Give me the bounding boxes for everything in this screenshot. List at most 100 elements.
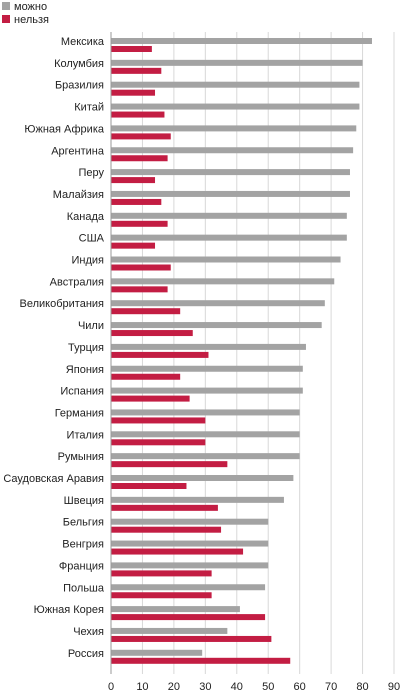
category-label-23: Бельгия [63, 517, 104, 529]
bar-mozhno-28 [111, 627, 228, 634]
category-labels: Мексика Колумбия Бразилия Китай Южная Африка… [3, 36, 105, 660]
category-label-27: Южная Корея [34, 604, 104, 616]
bar-nelzya-21 [111, 483, 187, 489]
bar-nelzya-28 [111, 635, 272, 642]
legend-swatch-2 [2, 15, 10, 23]
bar-nelzya-20 [111, 461, 228, 468]
category-label-9: Канада [67, 211, 105, 223]
bar-mozhno-16 [111, 365, 303, 372]
bars [111, 38, 372, 664]
category-label-2: Колумбия [54, 58, 104, 70]
bar-mozhno-29 [111, 649, 203, 656]
bar-mozhno-14 [111, 322, 322, 329]
bar-mozhno-4 [111, 103, 360, 110]
bar-nelzya-26 [111, 592, 212, 599]
x-tick-label-50: 50 [262, 681, 274, 693]
x-axis: 0 10 20 30 40 50 60 70 80 90 [108, 32, 400, 693]
x-tick-label-80: 80 [356, 681, 368, 693]
legend-swatch-1 [2, 2, 10, 10]
gridlines [141, 32, 395, 674]
category-label-25: Франция [59, 560, 104, 572]
bar-mozhno-20 [111, 453, 300, 460]
bar-nelzya-22 [111, 504, 218, 511]
category-label-29: Россия [68, 648, 104, 660]
legend-label-1: можно [14, 1, 47, 13]
category-label-24: Венгрия [62, 539, 104, 551]
category-label-22: Швеция [64, 495, 104, 507]
bar-mozhno-26 [111, 584, 266, 591]
bar-nelzya-6 [111, 155, 168, 162]
bar-nelzya-19 [111, 439, 206, 446]
bar-nelzya-9 [111, 220, 168, 227]
bar-mozhno-12 [111, 278, 335, 285]
category-label-19: Италия [67, 429, 105, 441]
category-label-18: Германия [55, 407, 104, 419]
bar-mozhno-15 [111, 343, 306, 350]
bar-nelzya-23 [111, 526, 222, 533]
x-tick-label-10: 10 [136, 681, 148, 693]
bar-mozhno-6 [111, 147, 354, 154]
category-label-5: Южная Африка [24, 123, 105, 135]
bar-mozhno-3 [111, 81, 360, 88]
bar-mozhno-7 [111, 169, 350, 176]
bar-mozhno-2 [111, 59, 363, 66]
bar-nelzya-3 [111, 89, 156, 96]
bar-mozhno-17 [111, 387, 303, 394]
bar-mozhno-21 [111, 475, 294, 481]
bar-nelzya-1 [111, 46, 152, 52]
category-label-13: Великобритания [20, 298, 105, 310]
bar-nelzya-13 [111, 308, 181, 315]
bar-mozhno-22 [111, 496, 284, 503]
bar-nelzya-25 [111, 570, 212, 577]
bar-nelzya-11 [111, 264, 171, 271]
bar-nelzya-2 [111, 67, 162, 74]
category-label-1: Мексика [61, 36, 105, 48]
category-label-21: Саудовская Аравия [3, 473, 104, 485]
bar-nelzya-14 [111, 330, 193, 337]
category-label-14: Чили [78, 320, 104, 332]
category-label-12: Австралия [50, 276, 104, 288]
category-label-10: США [79, 233, 105, 245]
bar-nelzya-16 [111, 373, 181, 380]
bar-mozhno-19 [111, 431, 300, 438]
bar-mozhno-25 [111, 562, 269, 569]
bar-mozhno-11 [111, 256, 341, 263]
bar-mozhno-23 [111, 518, 269, 525]
bar-nelzya-24 [111, 548, 244, 555]
legend-label-2: нельзя [14, 14, 49, 26]
x-tick-label-60: 60 [294, 681, 306, 693]
bar-mozhno-9 [111, 212, 347, 219]
category-label-26: Польша [63, 582, 105, 594]
bar-nelzya-5 [111, 133, 171, 140]
x-tick-label-0: 0 [108, 681, 114, 693]
bar-nelzya-12 [111, 286, 168, 293]
category-label-16: Япония [66, 364, 104, 376]
bar-mozhno-27 [111, 606, 240, 613]
bar-nelzya-18 [111, 417, 206, 424]
bar-mozhno-18 [111, 409, 300, 416]
x-tick-label-90: 90 [388, 681, 400, 693]
x-tick-label-20: 20 [168, 681, 180, 693]
category-label-11: Индия [71, 255, 104, 267]
bar-mozhno-10 [111, 234, 347, 241]
category-label-28: Чехия [73, 626, 104, 638]
bar-nelzya-15 [111, 351, 209, 358]
x-tick-label-70: 70 [325, 681, 337, 693]
category-label-4: Китай [74, 102, 104, 114]
category-label-20: Румыния [58, 451, 104, 463]
bar-nelzya-17 [111, 395, 190, 402]
bar-mozhno-13 [111, 300, 325, 307]
bar-nelzya-7 [111, 177, 156, 184]
category-label-15: Турция [68, 342, 104, 354]
bar-nelzya-27 [111, 614, 266, 621]
category-label-3: Бразилия [55, 80, 104, 92]
category-label-8: Малайзия [53, 189, 104, 201]
category-label-7: Перу [78, 167, 104, 179]
bar-nelzya-10 [111, 242, 156, 249]
x-tick-label-30: 30 [199, 681, 211, 693]
bar-mozhno-1 [111, 38, 372, 44]
bar-nelzya-29 [111, 657, 291, 664]
category-label-17: Испания [60, 386, 104, 398]
x-tick-label-40: 40 [231, 681, 243, 693]
